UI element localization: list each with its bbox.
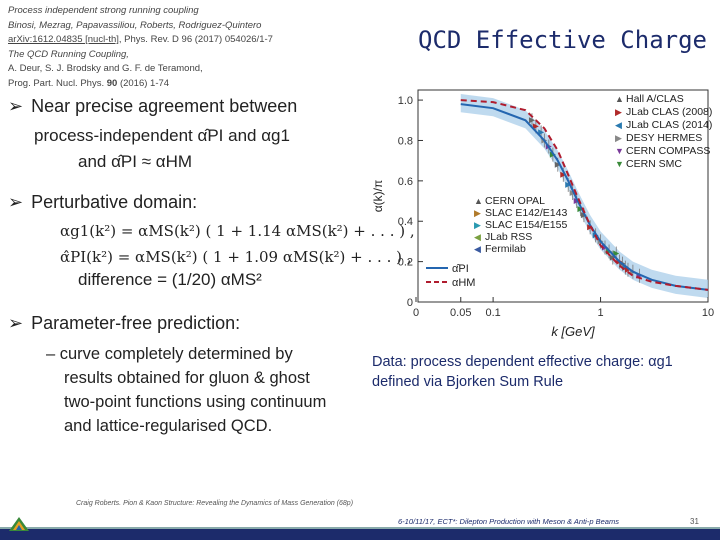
legend-entry: SLAC E154/E155 <box>485 219 567 231</box>
prediction-line: – curve completely determined by <box>46 345 293 363</box>
legend-marker-icon: ▶ <box>474 208 481 218</box>
bullet-line: process-independent α̂PI and αg1 <box>34 126 290 145</box>
ref-line: arXiv:1612.04835 [nucl-th], Phys. Rev. D… <box>8 34 273 45</box>
legend-entry: CERN SMC <box>626 158 682 170</box>
page-number: 31 <box>690 517 699 526</box>
legend-entry: JLab RSS <box>485 231 532 243</box>
y-tick-label: 0.8 <box>398 135 413 147</box>
legend-entry: DESY HERMES <box>626 132 702 144</box>
legend-marker-icon: ▶ <box>615 133 622 143</box>
legend-marker-icon: ▲ <box>474 196 483 206</box>
prediction-line: results obtained for gluon & ghost <box>64 369 310 387</box>
equation-pi: α̂PI(k²) = αMS(k²) ( 1 + 1.09 αMS(k²) + … <box>60 248 412 266</box>
legend-curve-label: αHM <box>452 277 475 289</box>
effective-charge-chart: 0 0.2 0.4 0.6 0.8 1.0 0 0.05 0.1 1 10 k [GeV] α(k)/π… <box>371 89 714 339</box>
y-tick-label: 0.6 <box>398 176 413 188</box>
footer-stripe <box>0 527 720 529</box>
legend-marker-icon: ▼ <box>615 146 624 156</box>
arrow-bullet-icon: ➢ <box>8 96 24 116</box>
ref-line: Process independent strong running coupl… <box>8 5 199 16</box>
references: Process independent strong running coupl… <box>8 4 338 91</box>
arrow-bullet-icon: ➢ <box>8 192 24 212</box>
legend-entry: JLab CLAS (2014) <box>626 119 712 131</box>
x-tick-label: 0 <box>413 307 419 319</box>
bullet-agreement: ➢ Near precise agreement between <box>8 96 298 116</box>
legend-entry: SLAC E142/E143 <box>485 207 567 219</box>
data-note-line: Data: process dependent effective charge… <box>372 354 673 370</box>
legend-marker-icon: ▼ <box>615 159 624 169</box>
legend-entry: CERN OPAL <box>485 195 545 207</box>
prediction-line: two-point functions using continuum <box>64 393 327 411</box>
data-point <box>565 181 572 188</box>
footer-right: 6-10/11/17, ECT*: Dilepton Production wi… <box>398 517 619 526</box>
ref-line: The QCD Running Coupling, <box>8 48 129 60</box>
data-point <box>528 117 535 124</box>
footer-left: Craig Roberts. Pion & Kaon Structure: Re… <box>76 500 354 507</box>
legend-entry: CERN COMPASS <box>626 145 710 157</box>
data-point <box>569 189 576 196</box>
x-axis-label: k [GeV] <box>551 324 595 339</box>
y-tick-label: 0.2 <box>398 257 413 269</box>
data-point <box>532 123 539 130</box>
curve-hm <box>460 99 709 291</box>
plot-frame <box>417 89 709 303</box>
x-tick-label: 0.05 <box>450 307 471 319</box>
data-point <box>609 254 616 261</box>
x-tick-label: 1 <box>597 307 603 319</box>
uncertainty-band <box>460 94 708 298</box>
equation-g1: αg1(k²) = αMS(k²) ( 1 + 1.14 αMS(k²) + .… <box>60 222 415 240</box>
data-point <box>577 206 584 213</box>
difference-text: difference = (1/20) αMS² <box>78 270 262 289</box>
ref-line: Binosi, Mezrag, Papavassiliou, Roberts, … <box>8 19 262 31</box>
legend-marker-icon: ▲ <box>615 94 624 104</box>
ref-line: A. Deur, S. J. Brodsky and G. F. de Tera… <box>8 63 203 74</box>
data-point <box>554 161 561 168</box>
data-note-line: defined via Bjorken Sum Rule <box>372 374 564 390</box>
legend-entry: Fermilab <box>485 243 526 255</box>
slide-title: QCD Effective Charge <box>418 26 707 54</box>
legend-marker-icon: ◀ <box>615 120 622 130</box>
y-tick-label: 1.0 <box>398 95 413 107</box>
x-tick-label: 10 <box>702 307 714 319</box>
legend-marker-icon: ◀ <box>474 232 481 242</box>
arxiv-link[interactable]: arXiv:1612.04835 [nucl-th] <box>8 34 119 45</box>
data-note: Data: process dependent effective charge… <box>372 352 673 392</box>
logo-icon <box>9 517 29 531</box>
y-tick-label: 0.4 <box>398 216 413 228</box>
legend-entry: Hall A/CLAS <box>626 93 684 105</box>
bullet-line: and α̂PI ≈ αHM <box>78 152 193 171</box>
legend-marker-icon: ◀ <box>474 244 481 254</box>
bullet-prediction: ➢ Parameter-free prediction: <box>8 313 241 333</box>
ref-line: Prog. Part. Nucl. Phys. 90 (2016) 1-74 <box>8 77 170 89</box>
data-point <box>613 250 620 257</box>
bullet-perturbative: ➢ Perturbative domain: <box>8 192 198 212</box>
y-tick-label: 0 <box>407 297 413 309</box>
data-point <box>560 171 567 178</box>
x-tick-label: 0.1 <box>485 307 500 319</box>
legend-curve-label: α̂PI <box>452 263 469 275</box>
prediction-line: and lattice-regularised QCD. <box>64 417 273 435</box>
data-point <box>538 129 545 136</box>
footer-bar <box>0 529 720 540</box>
y-axis-label: α(k)/π <box>371 180 385 213</box>
legend-entry: JLab CLAS (2008) <box>626 106 712 118</box>
legend-marker-icon: ▶ <box>474 220 481 230</box>
data-point <box>624 266 631 273</box>
arrow-bullet-icon: ➢ <box>8 313 24 333</box>
legend-marker-icon: ▶ <box>615 107 622 117</box>
